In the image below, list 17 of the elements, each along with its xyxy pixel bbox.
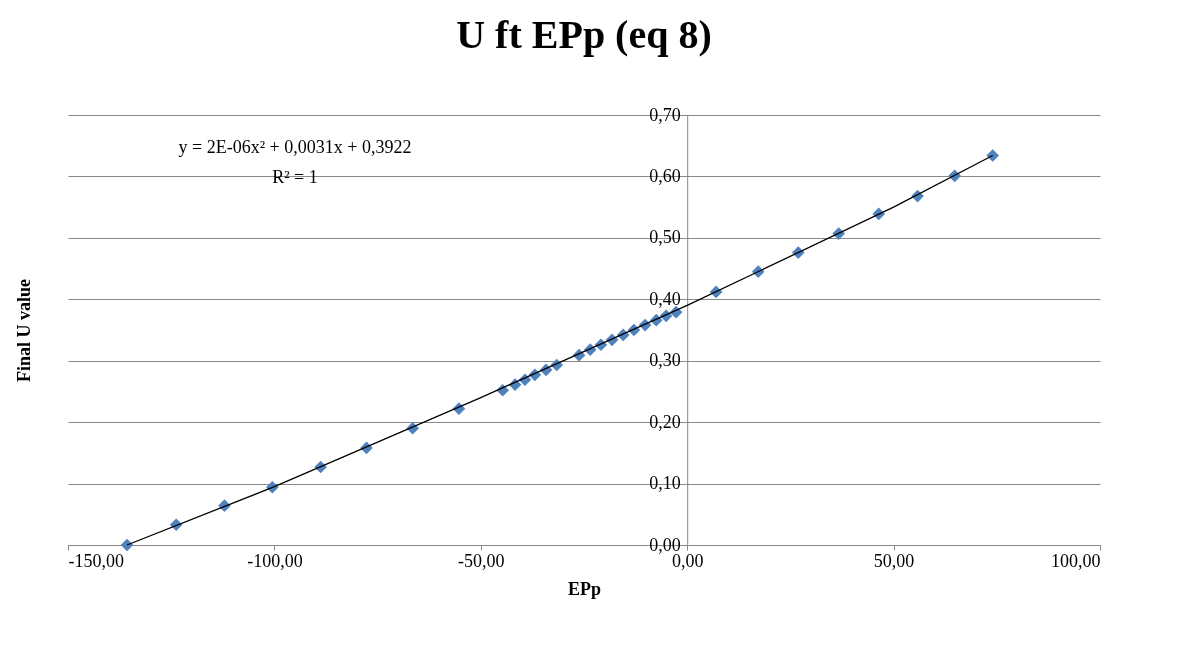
y-tick-label: 0,50 — [649, 227, 681, 248]
x-tick-label: 50,00 — [873, 550, 915, 571]
annotation: y = 2E-06x² + 0,0031x + 0,3922 — [178, 137, 412, 157]
x-tick-label: -50,00 — [458, 550, 505, 571]
y-tick-label: 0,70 — [649, 104, 681, 125]
y-tick-label: 0,30 — [649, 350, 681, 371]
y-tick-label: 0,60 — [649, 165, 681, 186]
annotation: R² = 1 — [272, 167, 318, 187]
chart-title: U ft EPp (eq 8) — [456, 12, 712, 57]
x-axis-title: EPp — [567, 578, 602, 599]
y-axis-title: Final U value — [13, 278, 34, 383]
x-tick-label: 100,00 — [1051, 550, 1101, 571]
x-tick-label: -150,00 — [68, 550, 124, 571]
y-tick-label: 0,40 — [649, 288, 681, 309]
x-tick-label: -100,00 — [247, 550, 303, 571]
y-tick-label: 0,20 — [649, 411, 681, 432]
y-tick-label: 0,10 — [649, 473, 681, 494]
